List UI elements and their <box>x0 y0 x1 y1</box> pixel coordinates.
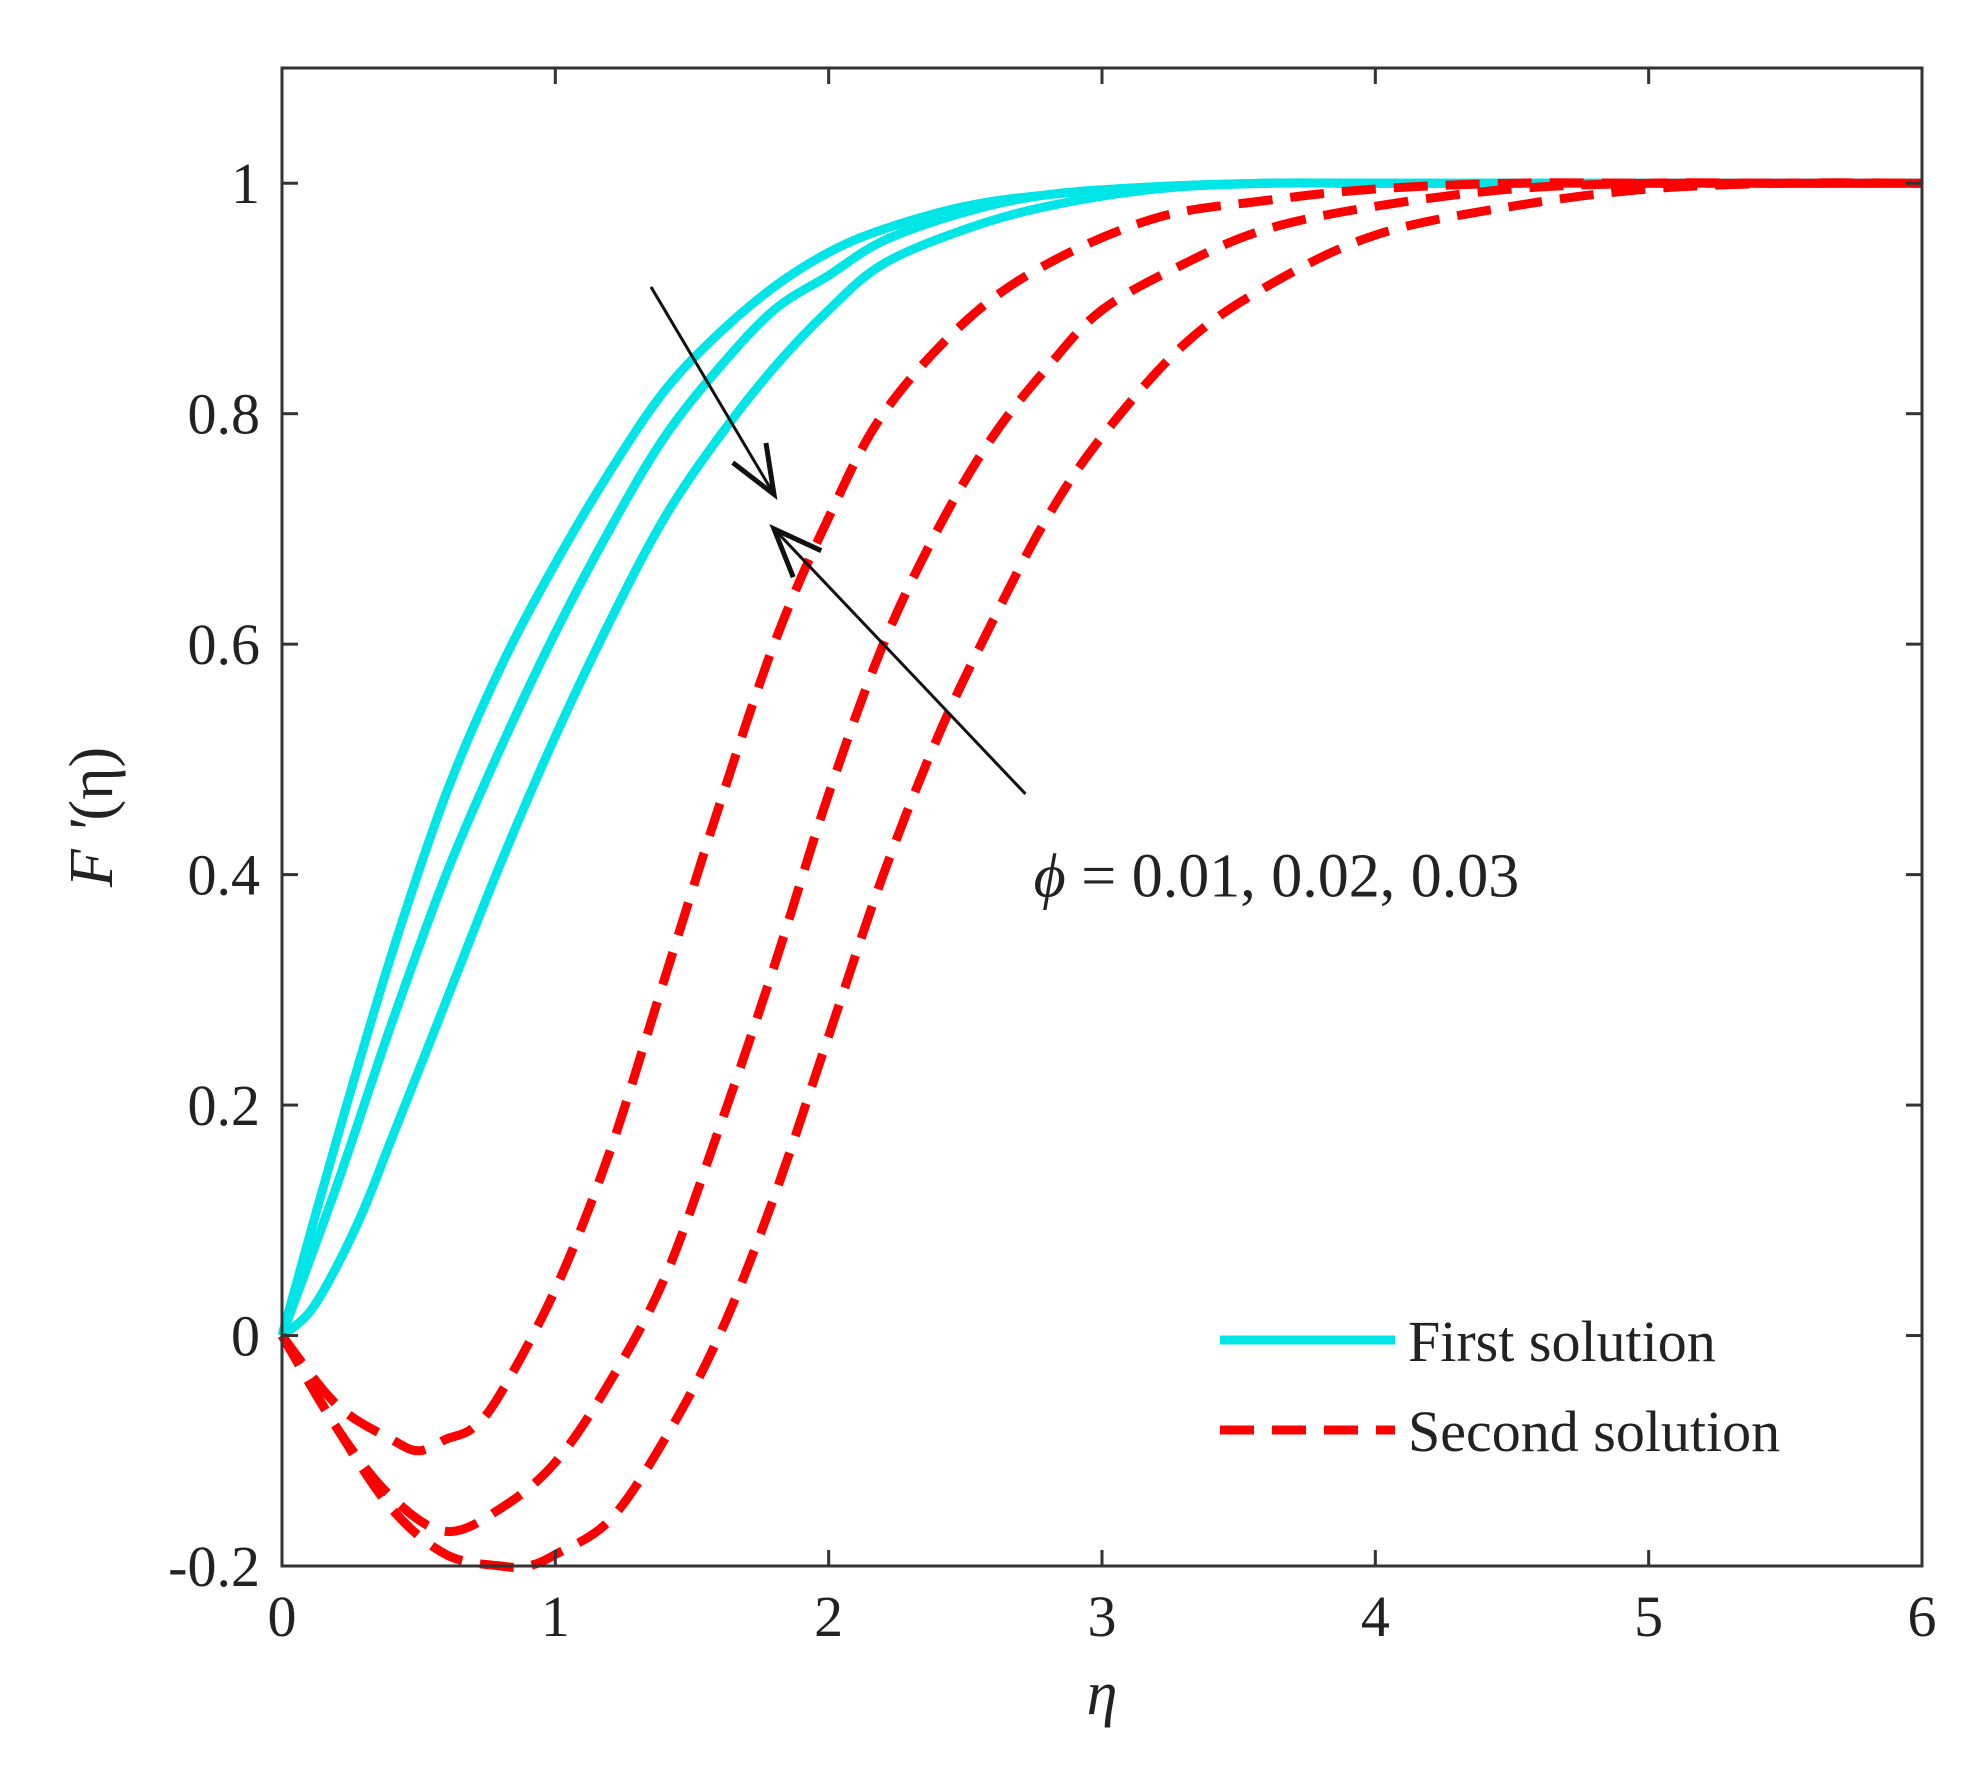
arrow-first-solution-head <box>731 442 778 501</box>
arrow-layer <box>649 286 1027 795</box>
x-tick-label: 4 <box>1361 1584 1390 1649</box>
plot-area <box>282 68 1922 1566</box>
second-solution-line-1 <box>278 178 1922 1456</box>
x-tick-label: 1 <box>541 1584 570 1649</box>
arrow-second-solution-shaft <box>772 527 1027 795</box>
y-tick-label: 1 <box>231 151 260 216</box>
x-axis-label: η <box>1087 1660 1118 1728</box>
y-tick-label: 0.8 <box>188 382 261 447</box>
y-tick-label: 0.4 <box>188 843 261 908</box>
phi-symbol: ϕ <box>1034 843 1066 911</box>
y-axis-label-function: F ' <box>58 819 126 888</box>
legend-label-first-solution: First solution <box>1408 1309 1716 1374</box>
arrow-second-solution-head <box>769 524 823 579</box>
legend-label-second-solution: Second solution <box>1408 1399 1780 1464</box>
y-tick-label: -0.2 <box>168 1534 260 1599</box>
y-axis-label-argument: (η) <box>58 747 126 821</box>
y-axis: -0.2 0 0.2 0.4 0.6 0.8 1 <box>168 151 1922 1599</box>
y-tick-label: 0.2 <box>188 1073 261 1138</box>
x-tick-label: 0 <box>268 1584 297 1649</box>
arrow-first-solution <box>649 286 778 501</box>
series-layer <box>277 178 1923 1572</box>
x-axis: 0 1 2 3 4 5 6 <box>268 68 1937 1649</box>
phi-values: = 0.01, 0.02, 0.03 <box>1066 843 1519 911</box>
phi-annotation: ϕ = 0.01, 0.02, 0.03 <box>1034 843 1520 911</box>
y-tick-label: 0 <box>231 1304 260 1369</box>
x-tick-label: 5 <box>1634 1584 1663 1649</box>
first-solution-line-3 <box>279 178 1922 1340</box>
x-tick-label: 3 <box>1088 1584 1117 1649</box>
x-tick-label: 6 <box>1908 1584 1937 1649</box>
x-tick-label: 2 <box>814 1584 843 1649</box>
arrow-first-solution-shaft <box>649 286 776 496</box>
y-tick-label: 0.6 <box>188 612 261 677</box>
y-axis-label: F '(η) <box>58 747 126 888</box>
legend: First solution Second solution <box>1220 1309 1780 1464</box>
arrow-second-solution <box>769 524 1027 795</box>
